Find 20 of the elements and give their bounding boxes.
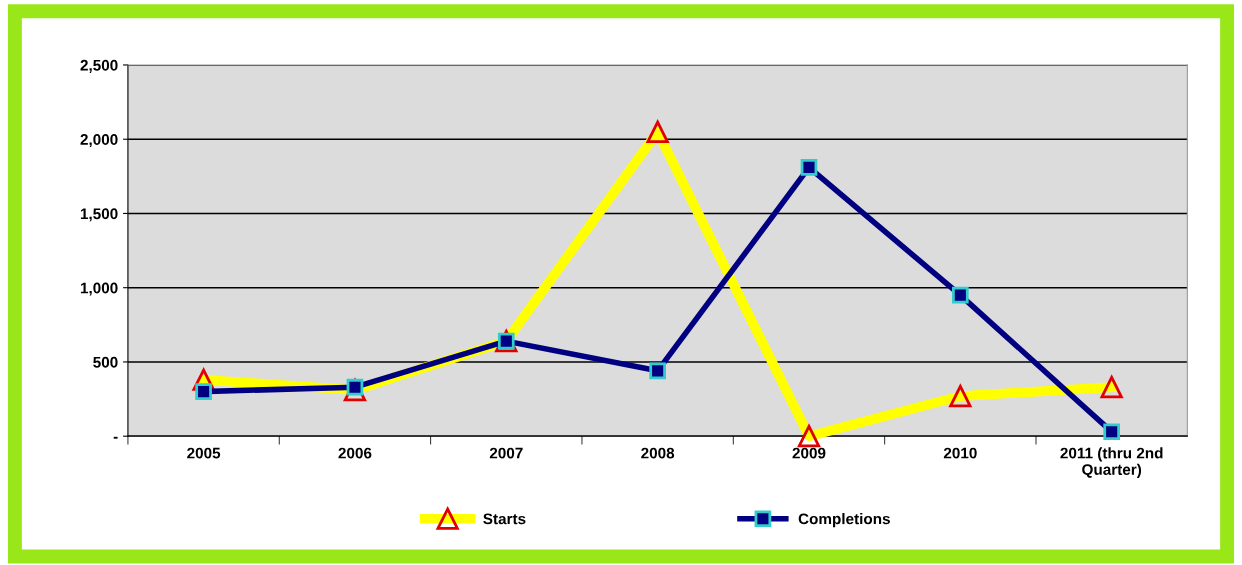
- point: [1103, 423, 1121, 441]
- point: [649, 362, 666, 380]
- y-tick-label: -: [113, 436, 118, 439]
- point: [195, 383, 212, 400]
- x-tick-label: 2005: [187, 447, 221, 459]
- legend-label: Completions: [798, 513, 890, 528]
- point: [952, 286, 969, 304]
- legend-label: Starts: [483, 513, 526, 525]
- point: [800, 159, 818, 176]
- y-tick-label: 2,000: [80, 134, 118, 148]
- x-tick-label: 2011 (thru 2nd Quarter): [1060, 447, 1163, 478]
- x-tick-label: 2009: [792, 447, 826, 459]
- x-tick-label: 2010: [943, 447, 977, 459]
- x-tick-label: 2008: [641, 447, 675, 459]
- y-tick-label: 1,500: [80, 208, 118, 222]
- y-tick-label: 500: [93, 356, 118, 368]
- x-tick-label: 2007: [489, 447, 523, 459]
- x-tick-label: 2006: [338, 447, 372, 459]
- y-tick-label: 2,500: [80, 59, 118, 73]
- y-tick-label: 1,000: [80, 282, 118, 296]
